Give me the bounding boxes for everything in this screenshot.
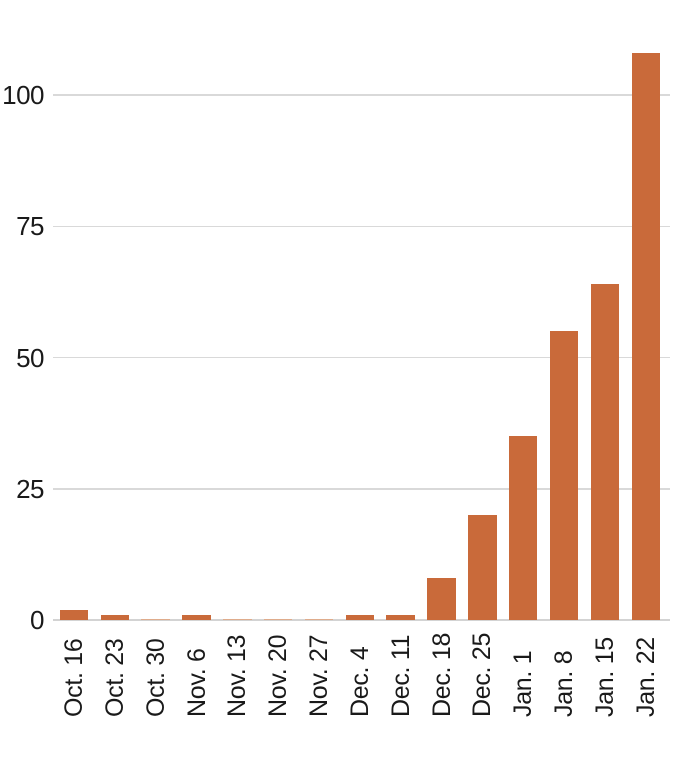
x-tick-label: Nov. 27 <box>305 634 334 717</box>
x-tick-label: Oct. 16 <box>60 638 88 718</box>
bar <box>182 614 211 620</box>
bar <box>100 614 130 620</box>
bar <box>468 515 497 620</box>
x-tick-label: Jan. 1 <box>509 650 538 717</box>
x-tick-label: Dec. 18 <box>427 632 456 717</box>
bar <box>223 618 252 620</box>
x-tick-label: Jan. 22 <box>631 637 660 717</box>
bar <box>631 53 660 620</box>
x-tick-label: Nov. 20 <box>264 634 293 717</box>
gridline <box>53 94 670 96</box>
y-tick-label: 50 <box>16 342 44 373</box>
bar <box>427 578 456 620</box>
bar <box>59 609 89 620</box>
x-tick-label: Jan. 15 <box>590 637 619 717</box>
x-tick-label: Oct. 30 <box>141 638 170 718</box>
x-tick-label: Dec. 4 <box>345 646 374 717</box>
x-tick-label: Nov. 6 <box>182 648 211 717</box>
x-tick-label: Dec. 25 <box>468 632 497 717</box>
bar <box>508 436 538 620</box>
x-tick-label: Oct. 23 <box>100 638 129 718</box>
y-tick-label: 25 <box>16 473 44 504</box>
bar <box>590 284 620 620</box>
bar <box>304 618 334 620</box>
gridline <box>53 225 670 227</box>
bar <box>141 618 170 620</box>
gridline <box>53 488 670 490</box>
bar <box>345 614 375 620</box>
baseline-gridline <box>53 619 670 621</box>
bar <box>549 331 579 620</box>
y-tick-label: 75 <box>16 211 44 242</box>
bar <box>263 618 293 620</box>
bar <box>386 614 415 620</box>
x-tick-label: Jan. 8 <box>550 650 579 717</box>
x-tick-label: Dec. 11 <box>386 634 415 717</box>
y-tick-label: 0 <box>30 605 44 635</box>
gridline <box>53 356 670 359</box>
x-tick-label: Nov. 13 <box>223 634 252 717</box>
y-tick-label: 100 <box>2 80 44 110</box>
